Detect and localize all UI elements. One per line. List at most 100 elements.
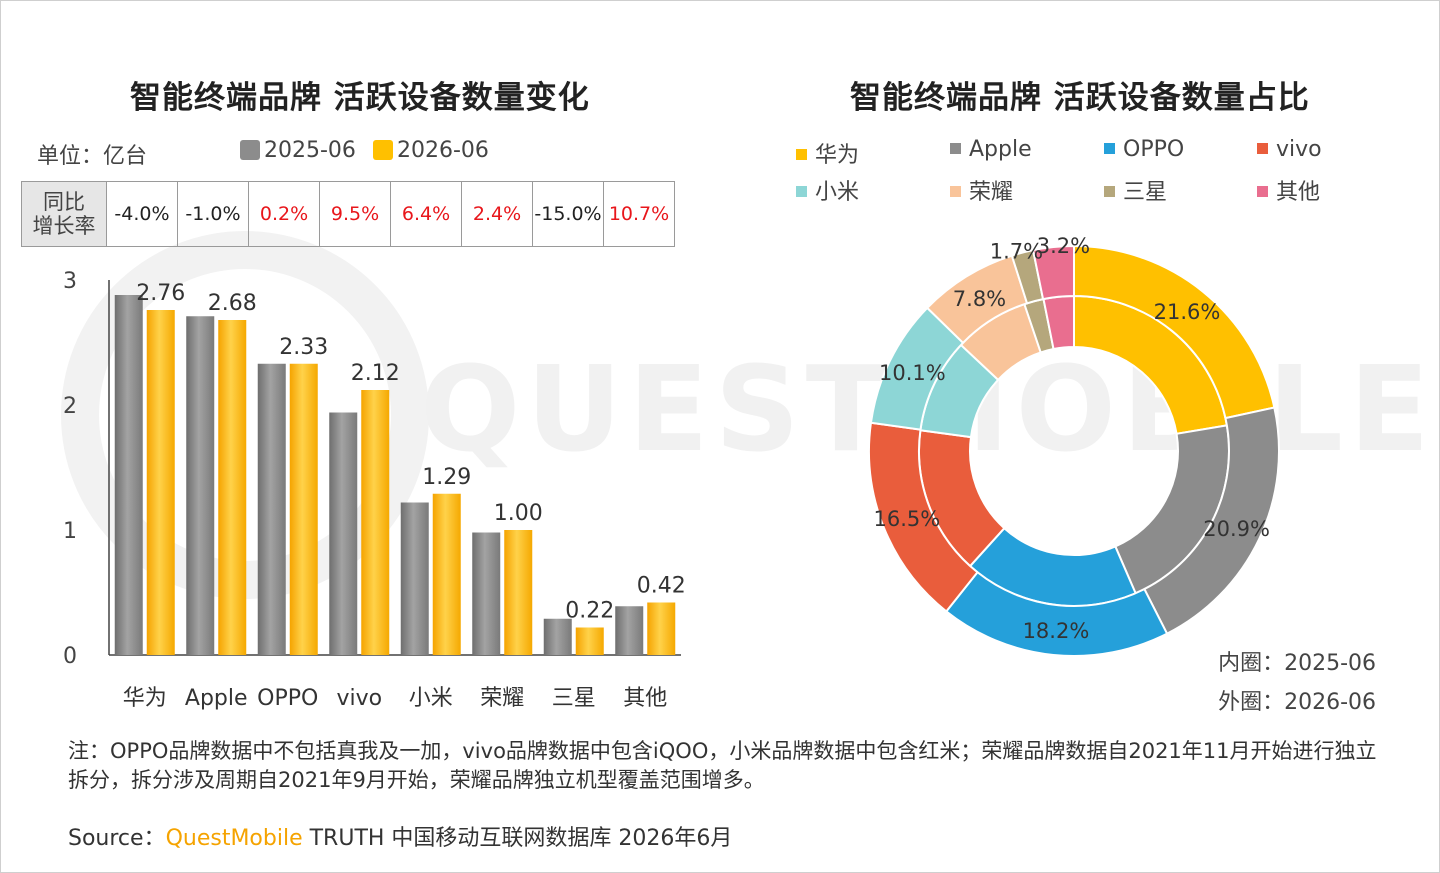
growth-cell: 9.5% — [319, 181, 391, 247]
bar-2026 — [289, 363, 318, 655]
bar-2025 — [400, 502, 429, 655]
x-tick-label: 荣耀 — [480, 686, 524, 711]
donut-legend-swatch — [1257, 143, 1268, 154]
bar-2025 — [257, 363, 286, 655]
donut-legend-item: 荣耀 — [950, 174, 1013, 206]
donut-chart-title: 智能终端品牌 活跃设备数量占比 — [850, 80, 1310, 116]
data-label: 1.00 — [494, 501, 543, 526]
source-suffix: TRUTH 中国移动互联网数据库 2026年6月 — [302, 826, 733, 851]
donut-legend-swatch — [1257, 186, 1268, 197]
donut-legend-item: 小米 — [796, 174, 859, 206]
data-label: 0.22 — [565, 599, 614, 624]
donut-legend-swatch — [796, 186, 807, 197]
bar-2026 — [575, 627, 604, 655]
slice-label: 1.7% — [990, 240, 1043, 264]
slice-label: 21.6% — [1154, 300, 1221, 324]
donut-legend-swatch — [1104, 143, 1115, 154]
bar-chart-title: 智能终端品牌 活跃设备数量变化 — [130, 80, 590, 116]
donut-legend-label: 荣耀 — [969, 180, 1014, 205]
donut-legend-swatch — [950, 143, 961, 154]
y-tick-label: 1 — [63, 519, 77, 544]
donut-legend-item: 三星 — [1104, 174, 1167, 206]
donut-legend-swatch — [796, 149, 807, 160]
outer-ring-slice — [1031, 244, 1075, 301]
growth-header-line2: 增长率 — [32, 214, 96, 238]
x-tick-label: vivo — [336, 686, 382, 711]
growth-cell: 6.4% — [390, 181, 462, 247]
growth-rate-table: 同比 增长率 -4.0% -1.0% 0.2% 9.5% 6.4% 2.4% -… — [21, 181, 675, 247]
donut-legend-swatch — [950, 186, 961, 197]
donut-legend-label: 华为 — [815, 143, 860, 168]
slice-label: 10.1% — [879, 361, 946, 385]
x-tick-label: Apple — [185, 686, 248, 711]
y-tick-label: 3 — [63, 269, 77, 294]
y-tick-label: 0 — [63, 644, 77, 669]
donut-chart: 21.6% 20.9% 18.2% 16.5% 10.1% 7.8% 1.7%3.2% — [868, 234, 1280, 657]
y-tick-label: 2 — [63, 394, 77, 419]
bar-2026 — [146, 310, 175, 655]
growth-header-line1: 同比 — [43, 190, 85, 214]
data-label: 2.76 — [136, 281, 185, 306]
bar-2025 — [114, 295, 143, 655]
slice-label: 7.8% — [953, 287, 1006, 311]
x-tick-label: 华为 — [123, 686, 167, 711]
source-brand: QuestMobile — [165, 826, 303, 851]
growth-rate-row: 同比 增长率 -4.0% -1.0% 0.2% 9.5% 6.4% 2.4% -… — [21, 181, 675, 247]
data-label: 2.68 — [208, 291, 257, 316]
bar-2025 — [472, 532, 501, 655]
growth-cell: 0.2% — [248, 181, 320, 247]
growth-cell: 2.4% — [461, 181, 533, 247]
data-label: 2.12 — [351, 361, 400, 386]
bar-2025 — [329, 412, 358, 655]
x-tick-label: 三星 — [552, 686, 596, 711]
donut-legend-label: OPPO — [1123, 137, 1185, 162]
bar-2026 — [361, 390, 390, 655]
data-label: 0.42 — [637, 574, 686, 599]
slice-label: 3.2% — [1037, 234, 1090, 258]
donut-legend-item: OPPO — [1104, 137, 1184, 162]
growth-rate-header: 同比 增长率 — [21, 181, 107, 247]
legend-label-2026: 2026-06 — [397, 138, 489, 163]
donut-legend-item: Apple — [950, 137, 1032, 162]
legend-item-2025: 2025-06 — [240, 138, 356, 163]
bar-2026 — [432, 493, 461, 655]
x-tick-label: OPPO — [257, 686, 318, 711]
source-line: Source：QuestMobile TRUTH 中国移动互联网数据库 2026… — [68, 820, 732, 852]
slice-label: 20.9% — [1203, 517, 1270, 541]
donut-legend-item: 其他 — [1257, 174, 1320, 206]
bar-2026 — [647, 602, 676, 655]
bar-2025 — [543, 618, 572, 655]
donut-legend-label: Apple — [969, 137, 1032, 162]
bar-2025 — [186, 316, 215, 655]
data-label: 2.33 — [279, 335, 328, 360]
donut-legend-label: 小米 — [815, 180, 860, 205]
donut-legend-label: 三星 — [1123, 180, 1168, 205]
growth-cell: -1.0% — [177, 181, 249, 247]
x-tick-label: 小米 — [409, 686, 453, 711]
donut-legend-swatch — [1104, 186, 1115, 197]
growth-cell: 10.7% — [603, 181, 675, 247]
source-prefix: Source： — [68, 826, 166, 851]
legend-swatch-2025 — [240, 140, 260, 160]
bar-2026 — [218, 320, 247, 655]
donut-caption-outer: 外圈：2026-06 — [1218, 690, 1376, 715]
donut-legend-item: 华为 — [796, 137, 859, 169]
donut-legend-label: vivo — [1276, 137, 1322, 162]
donut-caption-inner: 内圈：2025-06 — [1218, 651, 1376, 676]
footnote: 注：OPPO品牌数据中不包括真我及一加，vivo品牌数据中包含iQOO，小米品牌… — [68, 739, 1377, 792]
bar-2026 — [504, 530, 533, 655]
slice-label: 18.2% — [1023, 619, 1090, 643]
slice-label: 16.5% — [873, 507, 940, 531]
bar-2025 — [615, 606, 644, 655]
growth-cell: -4.0% — [106, 181, 178, 247]
unit-label: 单位：亿台 — [37, 144, 148, 169]
legend-label-2025: 2025-06 — [264, 138, 356, 163]
growth-cell: -15.0% — [532, 181, 604, 247]
donut-legend-label: 其他 — [1276, 180, 1321, 205]
x-tick-label: 其他 — [623, 686, 667, 711]
legend-swatch-2026 — [373, 140, 393, 160]
donut-legend-item: vivo — [1257, 137, 1322, 162]
bar-chart: 0 1 2 3 2.76 华为 2.68 Apple 2.33 OPPO 2.12 vivo 1.29 小… — [63, 269, 686, 711]
data-label: 1.29 — [422, 465, 471, 490]
legend-item-2026: 2026-06 — [373, 138, 489, 163]
